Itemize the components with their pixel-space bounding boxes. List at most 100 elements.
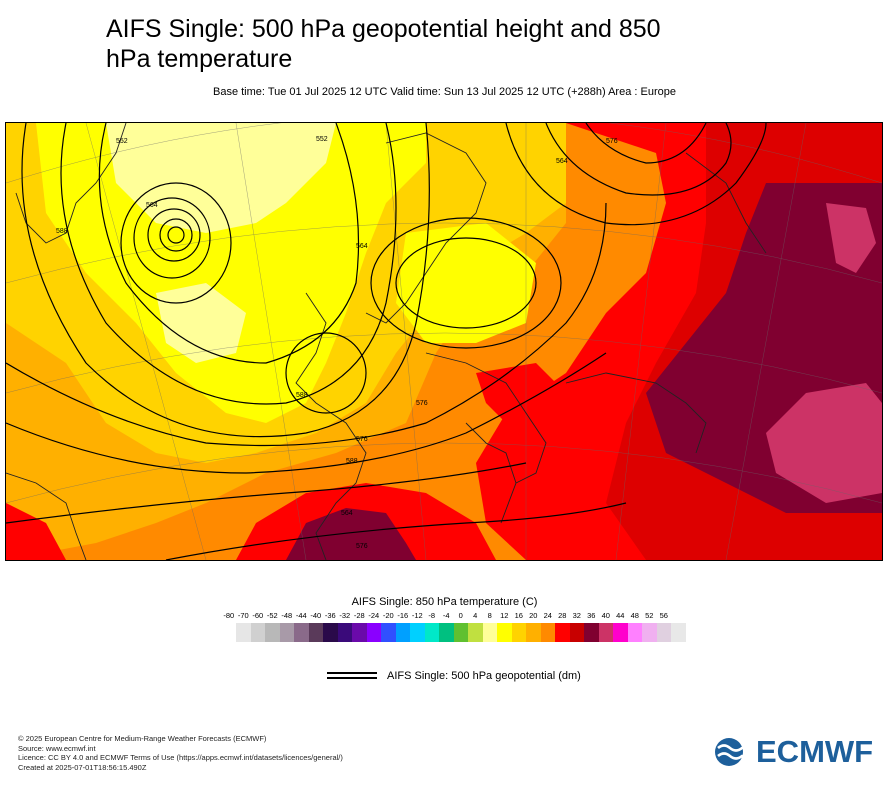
colorbar-tick-label: -60 xyxy=(252,611,264,620)
colorbar-tick-label: 36 xyxy=(587,611,596,620)
colorbar-swatch xyxy=(540,623,555,642)
colorbar-swatch xyxy=(265,623,280,642)
colorbar-tick-label: 56 xyxy=(659,611,668,620)
colorbar-tick-label: 40 xyxy=(601,611,610,620)
colorbar-tick-label: 4 xyxy=(473,611,478,620)
contour-label: 588 xyxy=(346,458,358,465)
temp-region-yellow-east xyxy=(396,223,536,343)
colorbar-swatch xyxy=(511,623,526,642)
colorbar-swatch xyxy=(671,623,686,642)
colorbar-swatch xyxy=(656,623,671,642)
temp-region-yellow-pale xyxy=(106,123,336,233)
colorbar-tick-label: -70 xyxy=(237,611,249,620)
colorbar-tick-label: -20 xyxy=(382,611,394,620)
colorbar-tick-label: -4 xyxy=(442,611,450,620)
colorbar-swatch xyxy=(352,623,367,642)
colorbar-swatch xyxy=(613,623,628,642)
colorbar-swatch xyxy=(279,623,294,642)
colorbar-tick-label: -36 xyxy=(324,611,336,620)
colorbar-tick-label: 12 xyxy=(500,611,509,620)
footer-line: Created at 2025-07-01T18:56:15.490Z xyxy=(18,762,147,772)
colorbar-tick-label: 20 xyxy=(529,611,538,620)
footer-line: Licence: CC BY 4.0 and ECMWF Terms of Us… xyxy=(18,753,343,763)
temp-region-pink-2 xyxy=(826,203,876,273)
colorbar-swatch xyxy=(598,623,613,642)
colorbar-tick-label: 48 xyxy=(630,611,639,620)
colorbar-tick-label: 52 xyxy=(645,611,654,620)
colorbar-tick-label: 0 xyxy=(458,611,463,620)
geopotential-legend-label: AIFS Single: 500 hPa geopotential (dm) xyxy=(387,670,581,682)
colorbar-tick-label: -16 xyxy=(397,611,409,620)
colorbar-swatch xyxy=(395,623,410,642)
colorbar-swatch xyxy=(294,623,309,642)
colorbar-swatch xyxy=(308,623,323,642)
colorbar-tick-label: -52 xyxy=(266,611,278,620)
colorbar-tick-label: -32 xyxy=(339,611,351,620)
contour-label: 552 xyxy=(116,138,128,145)
contour-label: 552 xyxy=(316,136,328,143)
colorbar-swatch xyxy=(424,623,439,642)
temp-region-red-italy xyxy=(476,363,566,423)
contour-label: 564 xyxy=(341,510,353,517)
contour-label: 564 xyxy=(146,202,158,209)
colorbar-tick-label: -48 xyxy=(281,611,293,620)
colorbar-tick-label: 8 xyxy=(487,611,492,620)
contour-label: 588 xyxy=(296,392,308,399)
colorbar-swatch xyxy=(381,623,396,642)
colorbar-swatch xyxy=(642,623,657,642)
colorbar-swatch xyxy=(627,623,642,642)
colorbar-swatch xyxy=(236,623,251,642)
colorbar-swatch xyxy=(468,623,483,642)
contour-label: 564 xyxy=(356,243,368,250)
colorbar xyxy=(236,623,686,642)
temp-region-maroon-south xyxy=(286,508,416,560)
colorbar-title: AIFS Single: 850 hPa temperature (C) xyxy=(351,596,538,608)
footer-line: Source: www.ecmwf.int xyxy=(18,743,96,753)
colorbar-swatch xyxy=(366,623,381,642)
colorbar-swatch xyxy=(250,623,265,642)
colorbar-tick-label: 44 xyxy=(616,611,625,620)
colorbar-ticks: -80 -70 -60 -52 -48 -44 -40 -36 -32 -28 -24 -20 -16-… xyxy=(213,611,683,623)
colorbar-swatch xyxy=(439,623,454,642)
colorbar-tick-label: -80 xyxy=(223,611,235,620)
colorbar-tick-label: -40 xyxy=(310,611,322,620)
contour-label: 576 xyxy=(416,400,428,407)
graticule xyxy=(6,123,882,560)
footer-line: © 2025 European Centre for Medium-Range … xyxy=(18,734,267,743)
colorbar-tick-label: 32 xyxy=(572,611,581,620)
colorbar-tick-label: -44 xyxy=(295,611,307,620)
colorbar-swatch xyxy=(584,623,599,642)
geopotential-contours xyxy=(6,123,767,560)
colorbar-tick-label: 28 xyxy=(558,611,567,620)
contour-labels: 552 564 576 588 564 576 588 552 564 576 … xyxy=(56,136,618,550)
contour-label: 588 xyxy=(56,228,68,235)
subtitle-text: Base time: Tue 01 Jul 2025 12 UTC Valid … xyxy=(213,86,676,98)
ecmwf-logo-text: ECMWF xyxy=(756,734,874,769)
contour-label: 564 xyxy=(556,158,568,165)
colorbar-tick-label: 16 xyxy=(514,611,523,620)
colorbar-swatch xyxy=(555,623,570,642)
colorbar-swatch xyxy=(337,623,352,642)
colorbar-swatch xyxy=(497,623,512,642)
ecmwf-logo[interactable]: ECMWF xyxy=(714,734,874,769)
colorbar-swatch xyxy=(482,623,497,642)
weather-map[interactable]: 552 564 576 588 564 576 588 552 564 576 … xyxy=(5,122,883,561)
colorbar-tick-label: -24 xyxy=(368,611,380,620)
map-svg: 552 564 576 588 564 576 588 552 564 576 … xyxy=(6,123,882,560)
geopotential-legend-line xyxy=(327,672,377,681)
contour-label: 576 xyxy=(606,138,618,145)
contour-label: 576 xyxy=(356,436,368,443)
temp-region-pink xyxy=(766,383,882,503)
colorbar-swatch xyxy=(569,623,584,642)
colorbar-swatch xyxy=(323,623,338,642)
page-title: AIFS Single: 500 hPa geopotential height… xyxy=(106,15,661,73)
footer-credits: © 2025 European Centre for Medium-Range … xyxy=(18,734,343,772)
colorbar-swatch xyxy=(453,623,468,642)
temp-region-red-sw xyxy=(6,503,66,560)
page-subtitle: Base time: Tue 01 Jul 2025 12 UTC Valid … xyxy=(0,86,889,98)
coastlines xyxy=(6,123,767,560)
colorbar-tick-label: 24 xyxy=(543,611,552,620)
colorbar-tick-label: -28 xyxy=(353,611,365,620)
ecmwf-logo-icon xyxy=(715,738,752,766)
colorbar-tick-label: -12 xyxy=(411,611,423,620)
